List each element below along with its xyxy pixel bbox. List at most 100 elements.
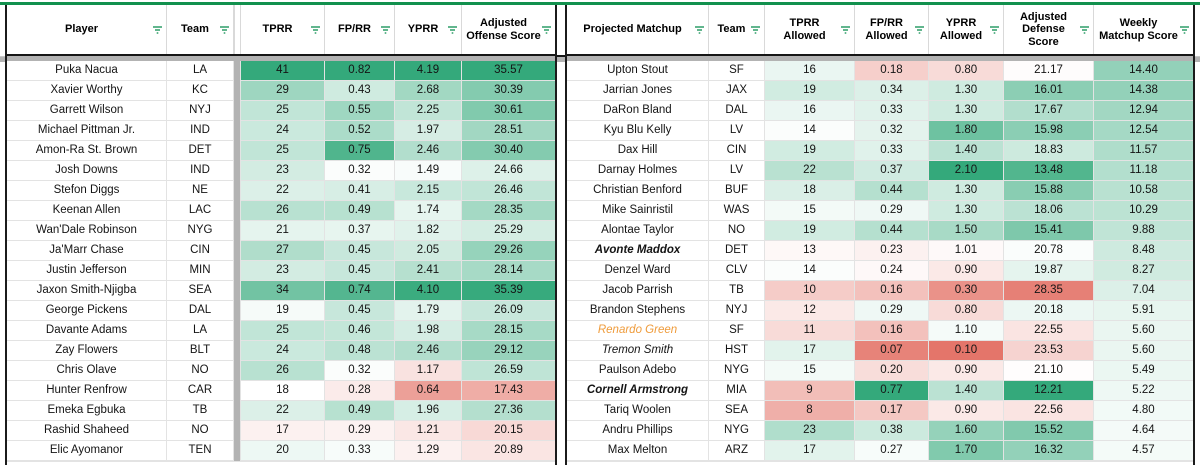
cell-adjusted-defense-score[interactable]: 22.55 — [1004, 321, 1094, 341]
cell-team[interactable]: CIN — [709, 141, 765, 161]
filter-icon[interactable] — [989, 25, 1000, 35]
cell-fp-rr[interactable]: 0.28 — [325, 381, 395, 401]
cell-fp-rr[interactable]: 0.55 — [325, 101, 395, 121]
cell-team[interactable]: NYG — [167, 221, 234, 241]
cell-team[interactable]: MIA — [709, 381, 765, 401]
cell-team[interactable]: NYJ — [167, 101, 234, 121]
cell-adjusted-defense-score[interactable]: 17.67 — [1004, 101, 1094, 121]
cell-fp-rr-allowed[interactable]: 0.18 — [855, 61, 929, 81]
column-header-adjusted-offense-score[interactable]: Adjusted Offense Score — [462, 5, 555, 54]
cell-adjusted-offense-score[interactable]: 29.26 — [462, 241, 555, 261]
cell-projected-matchup[interactable]: Kyu Blu Kelly — [567, 121, 709, 141]
cell-team[interactable]: KC — [167, 81, 234, 101]
cell-team[interactable]: LAC — [167, 201, 234, 221]
cell-projected-matchup[interactable]: Tremon Smith — [567, 341, 709, 361]
cell-team[interactable]: LV — [709, 161, 765, 181]
cell-team[interactable]: NYG — [709, 421, 765, 441]
filter-icon[interactable] — [750, 25, 761, 35]
cell-player[interactable]: Davante Adams — [7, 321, 167, 341]
cell-player[interactable]: Chris Olave — [7, 361, 167, 381]
filter-icon[interactable] — [219, 25, 230, 35]
filter-icon[interactable] — [152, 25, 163, 35]
cell-adjusted-defense-score[interactable]: 20.18 — [1004, 301, 1094, 321]
cell-tprr[interactable]: 21 — [241, 221, 325, 241]
cell-tprr-allowed[interactable]: 15 — [765, 361, 855, 381]
cell-yprr[interactable]: 1.96 — [395, 401, 462, 421]
cell-tprr[interactable]: 23 — [241, 161, 325, 181]
cell-fp-rr[interactable]: 0.37 — [325, 221, 395, 241]
cell-adjusted-defense-score[interactable]: 15.52 — [1004, 421, 1094, 441]
cell-tprr[interactable]: 22 — [241, 181, 325, 201]
cell-tprr[interactable]: 25 — [241, 101, 325, 121]
cell-fp-rr[interactable]: 0.75 — [325, 141, 395, 161]
cell-player[interactable]: Wan'Dale Robinson — [7, 221, 167, 241]
cell-yprr-allowed[interactable]: 1.01 — [929, 241, 1004, 261]
cell-team[interactable]: DET — [709, 241, 765, 261]
cell-weekly-matchup-score[interactable]: 14.38 — [1094, 81, 1193, 101]
cell-adjusted-offense-score[interactable]: 26.09 — [462, 301, 555, 321]
cell-adjusted-offense-score[interactable]: 17.43 — [462, 381, 555, 401]
cell-team[interactable]: DET — [167, 141, 234, 161]
cell-yprr-allowed[interactable]: 1.50 — [929, 221, 1004, 241]
cell-yprr-allowed[interactable]: 1.10 — [929, 321, 1004, 341]
cell-adjusted-offense-score[interactable]: 35.57 — [462, 61, 555, 81]
cell-adjusted-defense-score[interactable]: 16.01 — [1004, 81, 1094, 101]
cell-team[interactable]: NO — [167, 421, 234, 441]
filter-icon[interactable] — [447, 25, 458, 35]
cell-fp-rr-allowed[interactable]: 0.07 — [855, 341, 929, 361]
cell-team[interactable]: LA — [167, 61, 234, 81]
cell-fp-rr-allowed[interactable]: 0.20 — [855, 361, 929, 381]
column-header-fp-rr[interactable]: FP/RR — [325, 5, 395, 54]
cell-team[interactable]: CIN — [167, 241, 234, 261]
cell-team[interactable]: NYG — [709, 361, 765, 381]
cell-player[interactable]: Puka Nacua — [7, 61, 167, 81]
cell-projected-matchup[interactable]: Dax Hill — [567, 141, 709, 161]
cell-tprr-allowed[interactable]: 17 — [765, 341, 855, 361]
cell-tprr-allowed[interactable]: 19 — [765, 141, 855, 161]
cell-yprr[interactable]: 2.41 — [395, 261, 462, 281]
cell-adjusted-offense-score[interactable]: 28.35 — [462, 201, 555, 221]
cell-weekly-matchup-score[interactable]: 5.60 — [1094, 341, 1193, 361]
cell-tprr-allowed[interactable]: 14 — [765, 121, 855, 141]
cell-team[interactable]: SF — [709, 61, 765, 81]
cell-yprr-allowed[interactable]: 1.60 — [929, 421, 1004, 441]
cell-projected-matchup[interactable]: Christian Benford — [567, 181, 709, 201]
cell-tprr-allowed[interactable]: 18 — [765, 181, 855, 201]
cell-adjusted-offense-score[interactable]: 28.14 — [462, 261, 555, 281]
cell-weekly-matchup-score[interactable]: 12.54 — [1094, 121, 1193, 141]
cell-yprr-allowed[interactable]: 1.40 — [929, 141, 1004, 161]
cell-team[interactable]: CLV — [709, 261, 765, 281]
cell-fp-rr-allowed[interactable]: 0.44 — [855, 221, 929, 241]
cell-yprr-allowed[interactable]: 1.40 — [929, 381, 1004, 401]
column-header-team[interactable]: Team — [167, 5, 234, 54]
cell-adjusted-offense-score[interactable]: 29.12 — [462, 341, 555, 361]
cell-tprr-allowed[interactable]: 19 — [765, 81, 855, 101]
cell-tprr[interactable]: 18 — [241, 381, 325, 401]
cell-player[interactable]: Emeka Egbuka — [7, 401, 167, 421]
cell-yprr[interactable]: 2.46 — [395, 141, 462, 161]
cell-fp-rr[interactable]: 0.45 — [325, 241, 395, 261]
cell-tprr-allowed[interactable]: 16 — [765, 101, 855, 121]
cell-fp-rr[interactable]: 0.33 — [325, 441, 395, 461]
cell-adjusted-offense-score[interactable]: 26.46 — [462, 181, 555, 201]
cell-player[interactable]: Garrett Wilson — [7, 101, 167, 121]
cell-adjusted-offense-score[interactable]: 35.39 — [462, 281, 555, 301]
cell-projected-matchup[interactable]: Darnay Holmes — [567, 161, 709, 181]
cell-yprr[interactable]: 1.79 — [395, 301, 462, 321]
cell-adjusted-offense-score[interactable]: 24.66 — [462, 161, 555, 181]
cell-yprr-allowed[interactable]: 0.90 — [929, 261, 1004, 281]
cell-fp-rr[interactable]: 0.82 — [325, 61, 395, 81]
cell-weekly-matchup-score[interactable]: 11.57 — [1094, 141, 1193, 161]
cell-team[interactable]: LV — [709, 121, 765, 141]
cell-fp-rr-allowed[interactable]: 0.33 — [855, 101, 929, 121]
cell-tprr[interactable]: 34 — [241, 281, 325, 301]
cell-team[interactable]: HST — [709, 341, 765, 361]
cell-adjusted-defense-score[interactable]: 28.35 — [1004, 281, 1094, 301]
cell-fp-rr[interactable]: 0.49 — [325, 201, 395, 221]
cell-team[interactable]: CAR — [167, 381, 234, 401]
column-header-yprr[interactable]: YPRR — [395, 5, 462, 54]
cell-team[interactable]: JAX — [709, 81, 765, 101]
cell-fp-rr-allowed[interactable]: 0.16 — [855, 321, 929, 341]
cell-yprr[interactable]: 2.25 — [395, 101, 462, 121]
cell-tprr[interactable]: 22 — [241, 401, 325, 421]
